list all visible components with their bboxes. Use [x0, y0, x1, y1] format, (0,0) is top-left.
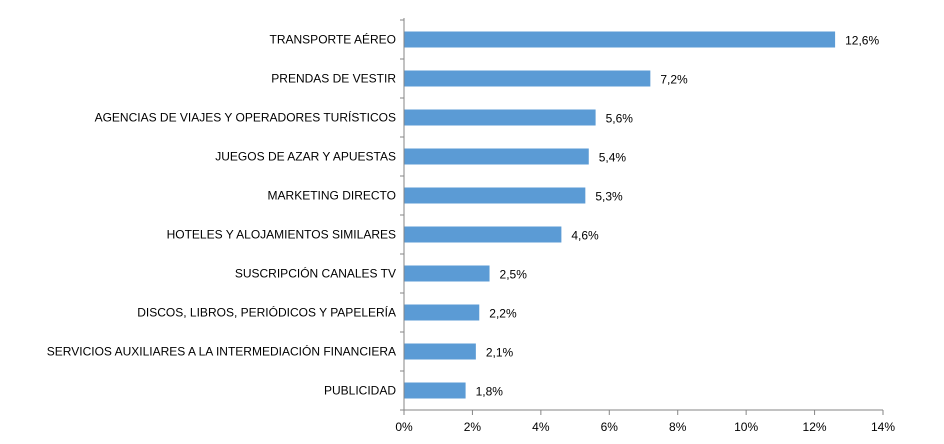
bar	[404, 31, 836, 48]
x-tick-label: 12%	[803, 420, 827, 434]
category-labels-group: TRANSPORTE AÉREO PRENDAS DE VESTIR AGENCIA…	[47, 32, 397, 398]
category-label: SUSCRIPCIÓN CANALES TV	[235, 266, 396, 281]
x-tick-label: 14%	[871, 420, 895, 434]
x-tick-label: 2%	[464, 420, 482, 434]
value-label: 2,5%	[500, 268, 528, 282]
category-label: MARKETING DIRECTO	[268, 189, 396, 203]
value-label: 12,6%	[845, 34, 879, 48]
bar	[404, 265, 490, 282]
category-label: HOTELES Y ALOJAMIENTOS SIMILARES	[167, 228, 396, 242]
category-label: AGENCIAS DE VIAJES Y OPERADORES TURÍSTIC…	[95, 110, 396, 125]
value-label: 2,2%	[489, 307, 517, 321]
value-label: 4,6%	[571, 229, 599, 243]
bar	[404, 226, 562, 243]
value-label: 1,8%	[476, 385, 504, 399]
category-label: PRENDAS DE VESTIR	[271, 72, 396, 86]
value-label: 5,3%	[595, 190, 623, 204]
value-label: 5,6%	[606, 112, 634, 126]
bar	[404, 382, 466, 399]
x-tick-label: 4%	[532, 420, 550, 434]
x-tick-label: 10%	[734, 420, 758, 434]
category-label: TRANSPORTE AÉREO	[270, 32, 396, 47]
value-label: 2,1%	[486, 346, 514, 360]
value-label: 7,2%	[660, 73, 688, 87]
x-tick-label: 0%	[395, 420, 413, 434]
x-tick-label: 8%	[669, 420, 687, 434]
bar	[404, 187, 586, 204]
bar	[404, 304, 480, 321]
category-label: JUEGOS DE AZAR Y APUESTAS	[215, 150, 396, 164]
category-label: DISCOS, LIBROS, PERIÓDICOS Y PAPELERÍA	[137, 305, 396, 320]
bar	[404, 70, 651, 87]
value-labels-group: 12,6% 7,2% 5,6% 5,4% 5,3% 4,6% 2,5% 2,2% 2,1% 1,8…	[476, 34, 880, 399]
x-tick-label: 6%	[601, 420, 619, 434]
value-label: 5,4%	[599, 151, 627, 165]
bars-group	[404, 31, 836, 399]
bar	[404, 148, 589, 165]
bar	[404, 343, 476, 360]
axes-group	[403, 18, 883, 411]
x-ticks-group: 0% 2% 4% 6% 8% 10% 12% 14%	[395, 19, 895, 434]
category-label: PUBLICIDAD	[324, 384, 396, 398]
bar	[404, 109, 596, 126]
category-label: SERVICIOS AUXILIARES A LA INTERMEDIACIÓN…	[47, 344, 396, 359]
